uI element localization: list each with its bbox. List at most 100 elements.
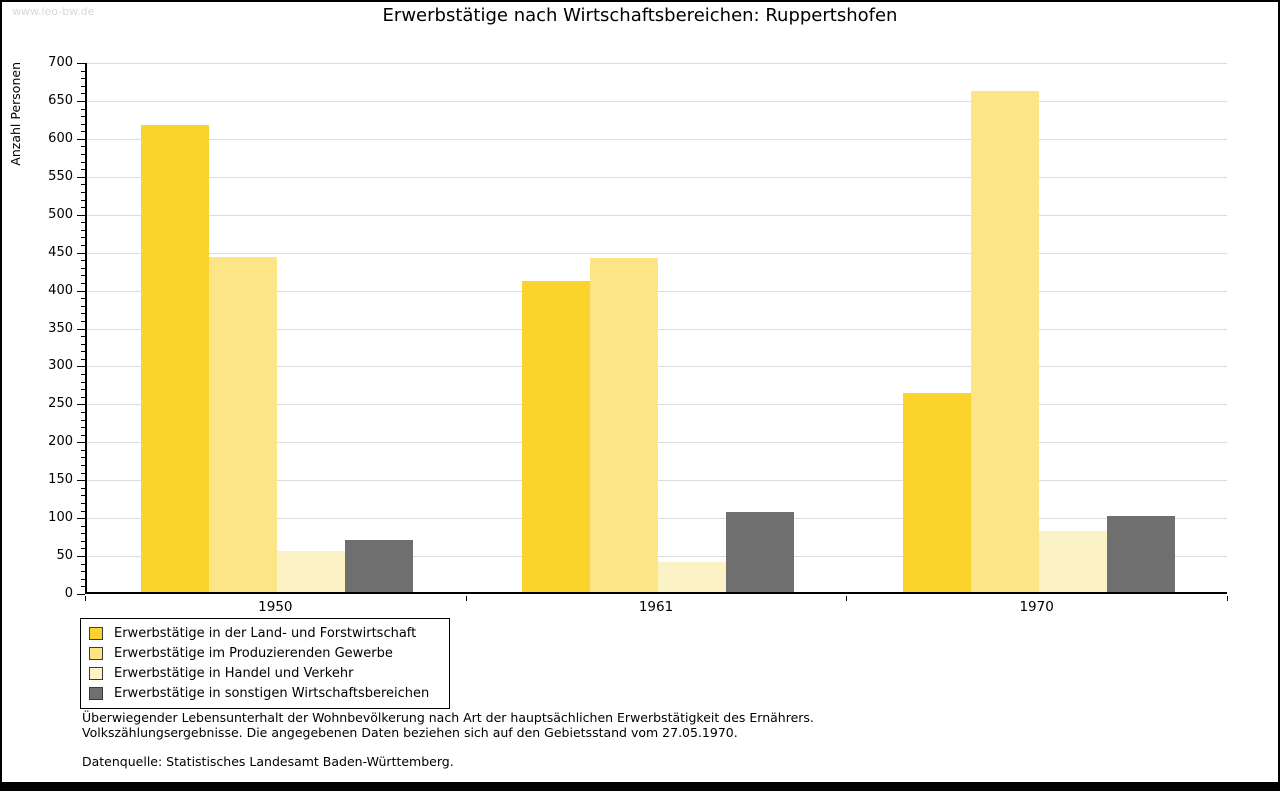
- x-tick-label-1970: 1970: [1019, 599, 1054, 615]
- y-minor-tick: [81, 85, 85, 87]
- gridline: [87, 252, 1227, 254]
- y-tick-label: 50: [56, 548, 73, 564]
- legend-label: Erwerbstätige in sonstigen Wirtschaftsbe…: [114, 685, 430, 701]
- y-minor-tick: [81, 184, 85, 186]
- gridline: [87, 63, 1227, 64]
- y-minor-tick: [81, 222, 85, 224]
- bar-1961-series3: [658, 561, 726, 592]
- y-tick-label: 300: [48, 358, 73, 374]
- y-minor-tick: [81, 245, 85, 247]
- y-tick-label: 650: [48, 92, 73, 108]
- y-minor-tick: [81, 434, 85, 436]
- y-minor-tick: [81, 389, 85, 391]
- y-minor-tick: [81, 343, 85, 345]
- y-major-tick: [77, 480, 85, 482]
- y-minor-tick: [81, 502, 85, 504]
- bar-1970-series3: [1038, 531, 1107, 592]
- y-minor-tick: [81, 563, 85, 565]
- y-minor-tick: [81, 419, 85, 421]
- y-minor-tick: [81, 78, 85, 80]
- y-minor-tick: [81, 154, 85, 156]
- y-minor-tick: [81, 131, 85, 133]
- legend-label: Erwerbstätige im Produzierenden Gewerbe: [114, 645, 393, 661]
- y-minor-tick: [81, 237, 85, 239]
- y-minor-tick: [81, 586, 85, 588]
- y-tick-label: 100: [48, 510, 73, 526]
- y-minor-tick: [81, 495, 85, 497]
- bar-1950-series1: [141, 124, 210, 592]
- y-minor-tick: [81, 487, 85, 489]
- y-major-tick: [77, 100, 85, 102]
- y-minor-tick: [81, 374, 85, 375]
- gridline: [87, 214, 1227, 216]
- data-source: Datenquelle: Statistisches Landesamt Bad…: [82, 754, 454, 769]
- footnote-line-1: Überwiegender Lebensunterhalt der Wohnbe…: [82, 710, 814, 725]
- y-minor-tick: [81, 161, 85, 163]
- y-minor-tick: [81, 525, 85, 527]
- y-minor-tick: [81, 282, 85, 284]
- y-tick-label: 0: [64, 586, 73, 601]
- y-tick-label: 200: [48, 434, 73, 450]
- y-minor-tick: [81, 229, 85, 231]
- y-minor-tick: [81, 313, 85, 315]
- y-minor-tick: [81, 533, 85, 535]
- y-minor-tick: [81, 320, 85, 322]
- y-minor-tick: [81, 199, 85, 201]
- y-minor-tick: [81, 123, 85, 125]
- gridline: [87, 100, 1227, 102]
- y-minor-tick: [81, 275, 85, 277]
- y-minor-tick: [81, 298, 85, 300]
- y-minor-tick: [81, 305, 85, 307]
- y-tick-label: 600: [48, 130, 73, 146]
- legend-item: Erwerbstätige in Handel und Verkehr: [89, 663, 441, 683]
- y-tick-label: 350: [48, 320, 73, 336]
- y-major-tick: [77, 366, 85, 368]
- y-minor-tick: [81, 472, 85, 474]
- bar-1961-series1: [522, 281, 590, 592]
- gridline: [87, 138, 1227, 140]
- y-minor-tick: [81, 108, 85, 110]
- y-minor-tick: [81, 358, 85, 360]
- y-tick-label: 500: [48, 206, 73, 222]
- y-minor-tick: [81, 411, 85, 413]
- bar-1950-series4: [345, 539, 414, 592]
- y-tick-label: 150: [48, 472, 73, 488]
- bar-1950-series2: [209, 257, 278, 592]
- legend-swatch: [89, 686, 103, 700]
- x-boundary-tick: [1227, 596, 1228, 601]
- x-boundary-tick: [465, 596, 467, 601]
- legend-label: Erwerbstätige in Handel und Verkehr: [114, 665, 354, 681]
- footnote: Überwiegender Lebensunterhalt der Wohnbe…: [82, 710, 814, 769]
- legend-item: Erwerbstätige in der Land- und Forstwirt…: [89, 623, 441, 643]
- y-minor-tick: [81, 571, 85, 573]
- y-major-tick: [77, 518, 85, 520]
- y-minor-tick: [81, 548, 85, 550]
- legend-label: Erwerbstätige in der Land- und Forstwirt…: [114, 625, 417, 641]
- y-minor-tick: [81, 427, 85, 429]
- y-minor-tick: [81, 260, 85, 262]
- y-tick-label: 550: [48, 168, 73, 184]
- chart-title: Erwerbstätige nach Wirtschaftsbereichen:…: [382, 5, 898, 26]
- y-axis-label: Anzahl Personen: [8, 62, 23, 166]
- y-minor-tick: [81, 578, 85, 580]
- bar-1970-series2: [970, 90, 1039, 592]
- legend-swatch: [89, 626, 103, 640]
- y-minor-tick: [81, 510, 85, 512]
- y-minor-tick: [81, 70, 85, 72]
- bar-1961-series2: [590, 258, 658, 592]
- legend-item: Erwerbstätige im Produzierenden Gewerbe: [89, 643, 441, 663]
- y-minor-tick: [81, 540, 85, 542]
- x-boundary-tick: [846, 596, 848, 601]
- bar-1970-series4: [1106, 516, 1175, 592]
- y-major-tick: [77, 214, 85, 216]
- legend-item: Erwerbstätige in sonstigen Wirtschaftsbe…: [89, 683, 441, 703]
- legend-swatch: [89, 666, 103, 680]
- y-minor-tick: [81, 169, 85, 171]
- legend-swatch: [89, 646, 103, 660]
- bar-1961-series4: [726, 511, 794, 592]
- y-minor-tick: [81, 267, 85, 269]
- x-tick-label-1961: 1961: [638, 599, 674, 615]
- y-minor-tick: [81, 336, 85, 338]
- y-minor-tick: [81, 351, 85, 353]
